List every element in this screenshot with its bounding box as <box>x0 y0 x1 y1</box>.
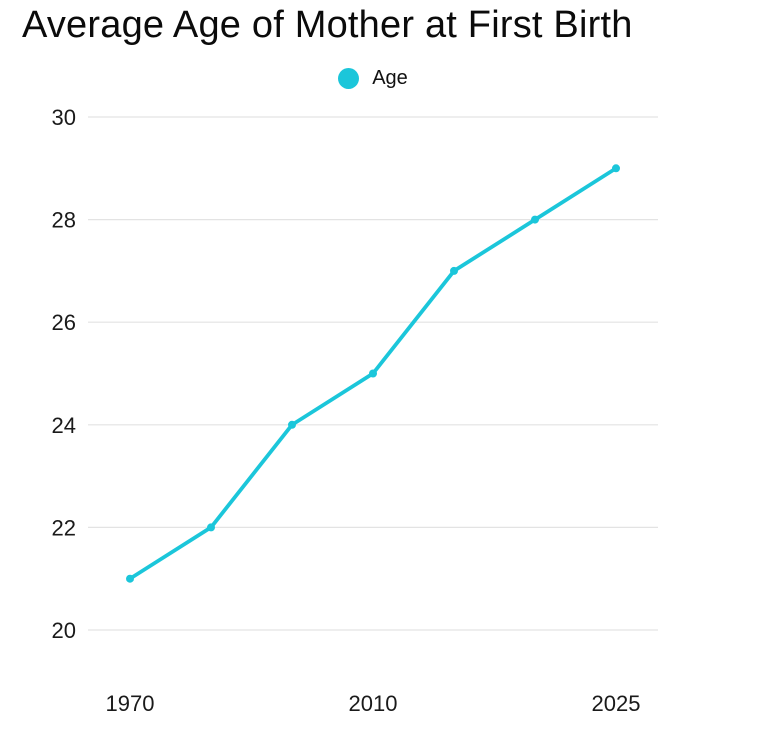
legend-label: Age <box>372 67 408 89</box>
data-point <box>207 523 215 532</box>
data-point <box>531 215 539 224</box>
data-point <box>126 574 134 583</box>
chart-title: Average Age of Mother at First Birth <box>22 4 633 46</box>
y-tick-label: 24 <box>52 413 76 438</box>
x-tick-label: 2025 <box>592 691 641 716</box>
y-tick-label: 30 <box>52 105 76 130</box>
data-point <box>369 369 377 378</box>
y-tick-label: 22 <box>52 515 76 540</box>
data-point <box>288 420 296 429</box>
legend-marker-icon <box>338 67 360 89</box>
data-point <box>612 164 620 173</box>
y-tick-label: 26 <box>52 310 76 335</box>
y-tick-label: 28 <box>52 208 76 233</box>
x-tick-label: 2010 <box>349 691 398 716</box>
y-tick-label: 20 <box>52 618 76 643</box>
data-point <box>450 266 458 275</box>
x-tick-label: 1970 <box>106 691 155 716</box>
legend-item-age[interactable]: Age <box>88 65 658 91</box>
